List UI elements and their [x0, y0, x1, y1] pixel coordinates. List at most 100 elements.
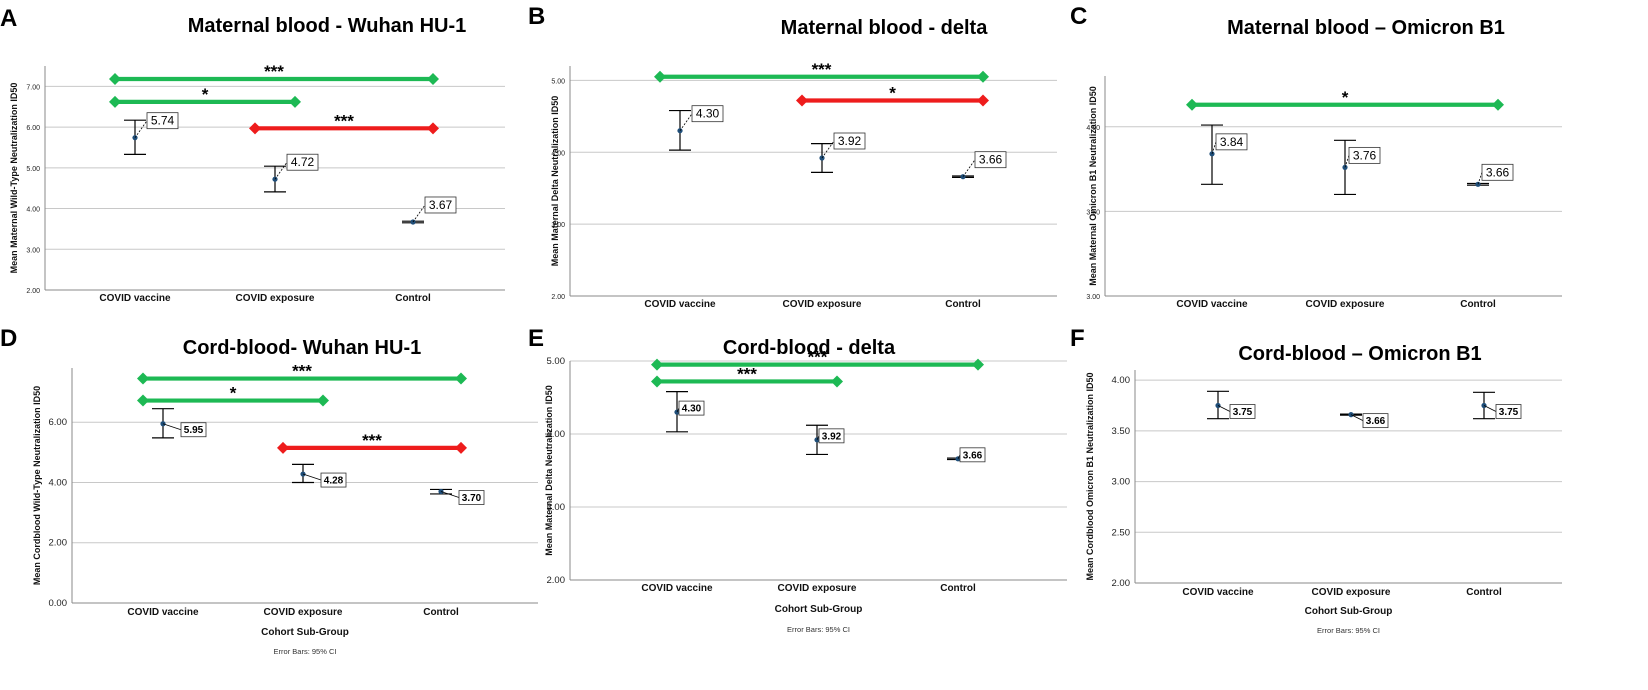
y-tick-label: 3.00 — [26, 247, 40, 254]
y-tick-label: 3.00 — [547, 502, 566, 513]
significance-stars: *** — [362, 431, 382, 450]
category-label: COVID exposure — [236, 293, 315, 304]
category-label: COVID vaccine — [641, 583, 713, 594]
significance-diamond — [972, 358, 984, 371]
significance-stars: *** — [292, 362, 312, 381]
value-label-box — [424, 196, 457, 214]
panel-b: B Maternal blood - delta 2.00 3.00 4.00 5.00 M… — [528, 3, 1057, 310]
x-axis-label: Cohort Sub-Group — [261, 627, 349, 638]
y-tick-label: 3.00 — [1086, 294, 1100, 301]
category-label: COVID vaccine — [1182, 587, 1254, 598]
chart-title: Cord-blood – Omicron B1 — [1238, 343, 1481, 365]
category-label: COVID vaccine — [644, 299, 716, 310]
panel-letter: D — [0, 325, 17, 352]
error-bar: 3.92 — [806, 424, 845, 456]
y-tick-label: 3.00 — [551, 222, 565, 229]
error-bar: 4.28 — [292, 463, 347, 488]
panel-e: E Cord-blood - delta 2.00 3.00 4.00 5.00 Mean … — [528, 325, 1067, 634]
significance-diamond — [317, 394, 329, 407]
error-bar-note: Error Bars: 95% CI — [274, 647, 337, 656]
significance-bar: *** — [654, 60, 989, 83]
y-tick-label: 4.00 — [551, 150, 565, 157]
error-bar: 3.66 — [1467, 163, 1514, 187]
y-tick-label: 2.00 — [1112, 578, 1131, 589]
significance-diamond — [277, 441, 289, 454]
value-label-box — [818, 428, 845, 444]
y-tick-label: 4.00 — [1112, 375, 1131, 386]
category-label: COVID exposure — [778, 583, 857, 594]
y-tick-label: 4.00 — [26, 207, 40, 214]
value-label: 4.30 — [696, 107, 720, 121]
label-leader — [1344, 155, 1350, 168]
value-label-box — [678, 400, 705, 416]
label-leader — [134, 120, 148, 138]
error-bar: 3.66 — [947, 447, 986, 463]
value-label: 4.30 — [682, 404, 702, 415]
value-label-box — [458, 490, 485, 505]
category-label: Control — [395, 293, 431, 304]
value-label-box — [320, 472, 347, 488]
y-axis-label: Mean Cordblood Wild-Type Neutralization … — [32, 386, 42, 585]
significance-diamond — [977, 70, 989, 83]
value-label: 3.75 — [1499, 407, 1519, 418]
significance-diamond — [654, 70, 666, 83]
y-tick-label: 4.00 — [1086, 125, 1100, 132]
label-leader — [1350, 414, 1364, 421]
value-label: 3.76 — [1353, 148, 1377, 162]
y-tick-label: 2.50 — [1112, 527, 1131, 538]
panel-letter: A — [0, 5, 17, 32]
y-tick-label: 5.00 — [551, 78, 565, 85]
value-label: 3.75 — [1233, 407, 1253, 418]
significance-bar: * — [109, 85, 301, 108]
significance-diamond — [977, 94, 989, 107]
label-leader — [1477, 172, 1483, 185]
error-bar: 5.74 — [124, 112, 179, 155]
error-bar: 5.95 — [152, 408, 207, 439]
category-label: COVID exposure — [783, 299, 862, 310]
category-label: Control — [423, 607, 459, 618]
significance-stars: * — [230, 384, 237, 403]
significance-diamond — [651, 375, 663, 388]
panel-letter: E — [528, 325, 544, 352]
y-tick-label: 2.00 — [26, 288, 40, 295]
value-label-box — [1215, 133, 1248, 151]
chart-title: Maternal blood - delta — [781, 17, 989, 39]
value-label: 4.72 — [291, 155, 315, 169]
value-label: 3.92 — [838, 134, 862, 148]
panel-f: F Cord-blood – Omicron B1 2.00 2.50 3.00 3.50… — [1070, 325, 1562, 635]
value-label-box — [1481, 163, 1514, 181]
category-label: Control — [1460, 299, 1496, 310]
significance-stars: *** — [334, 111, 354, 130]
significance-diamond — [109, 73, 121, 86]
y-axis-label: Mean Maternal Delta Neutralization ID50 — [550, 96, 560, 267]
value-label-box — [959, 447, 986, 463]
y-axis-label: Mean Maternal Omicron B1 Neutralization … — [1088, 86, 1098, 286]
panel-c: C Maternal blood – Omicron B1 3.00 3.50 4.00… — [1070, 3, 1562, 310]
y-tick-label: 7.00 — [26, 84, 40, 91]
error-bar-note: Error Bars: 95% CI — [1317, 626, 1380, 635]
error-bar: 3.67 — [402, 196, 457, 225]
value-label: 4.28 — [324, 476, 344, 487]
error-bar: 3.66 — [952, 151, 1007, 180]
significance-diamond — [249, 122, 261, 135]
significance-stars: * — [1342, 88, 1349, 107]
x-axis-label: Cohort Sub-Group — [775, 604, 863, 615]
error-bar: 3.92 — [811, 132, 866, 173]
error-bar: 3.70 — [430, 488, 485, 505]
value-label: 3.67 — [429, 198, 453, 212]
category-label: Control — [940, 583, 976, 594]
value-label-box — [833, 132, 866, 150]
significance-bar: *** — [651, 364, 843, 388]
value-label: 3.66 — [1366, 416, 1386, 427]
significance-stars: * — [889, 84, 896, 103]
significance-diamond — [796, 94, 808, 107]
panel-letter: B — [528, 3, 545, 30]
significance-bar: *** — [137, 362, 467, 385]
value-label-box — [1348, 146, 1381, 164]
y-tick-label: 5.00 — [26, 166, 40, 173]
panel-letter: F — [1070, 325, 1085, 352]
significance-diamond — [137, 394, 149, 407]
error-bar: 3.75 — [1473, 391, 1522, 420]
label-leader — [274, 161, 288, 180]
value-label: 3.84 — [1220, 135, 1244, 149]
